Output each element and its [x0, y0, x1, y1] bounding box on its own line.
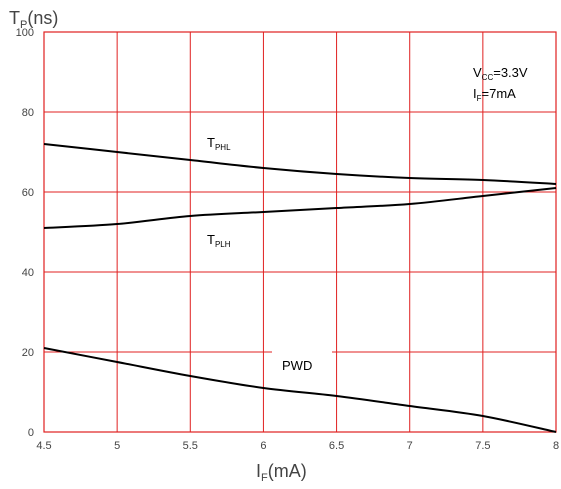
plot-frame [43, 31, 557, 433]
series-lines [43, 143, 557, 433]
y-tick-label-0: 0 [28, 427, 34, 439]
condition-vcc: VCC=3.3V [473, 65, 528, 82]
x-tick-label-6: 7.5 [475, 440, 490, 452]
x-tick-label-5: 7 [407, 440, 413, 452]
y-tick-label-3: 60 [22, 187, 34, 199]
y-tick-label-5: 100 [16, 27, 34, 39]
y-tick-label-2: 40 [22, 267, 34, 279]
x-tick-label-4: 6.5 [329, 440, 344, 452]
series-label-tplh: TPLH [207, 232, 231, 249]
series-label-tphl: TPHL [207, 135, 231, 152]
series-line-tphl [43, 143, 557, 185]
x-tick-label-2: 5.5 [183, 440, 198, 452]
x-tick-label-7: 8 [553, 440, 559, 452]
series-line-pwd [43, 347, 557, 433]
x-tick-label-1: 5 [114, 440, 120, 452]
series-label-pwd: PWD [282, 358, 312, 373]
plot-border [43, 31, 557, 433]
y-tick-label-4: 80 [22, 107, 34, 119]
pwd-label-background [272, 350, 332, 378]
series-line-tplh [43, 187, 557, 229]
condition-if: IF=7mA [473, 86, 516, 103]
x-tick-label-3: 6 [260, 440, 266, 452]
x-axis-title: IF(mA) [256, 461, 307, 484]
y-axis-title: TP(ns) [9, 8, 58, 31]
x-tick-label-0: 4.5 [36, 440, 51, 452]
y-tick-label-1: 20 [22, 347, 34, 359]
